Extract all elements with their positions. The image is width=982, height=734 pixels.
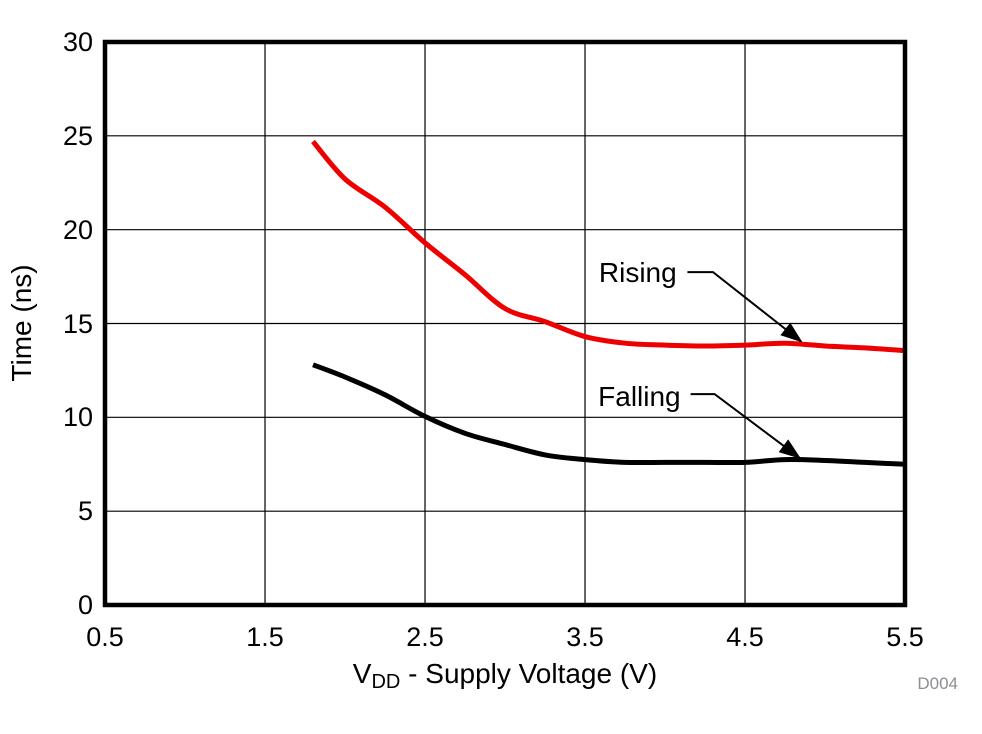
plot-frame — [102, 39, 908, 608]
x-axis-title-symbol: V — [352, 658, 372, 689]
x-tick-label: 1.5 — [246, 622, 284, 652]
figure-id-watermark: D004 — [917, 674, 958, 693]
callout-arrow-rising — [687, 271, 803, 343]
callout-arrow-falling — [690, 393, 802, 459]
y-tick-label: 5 — [77, 496, 93, 527]
x-tick-label: 3.5 — [566, 622, 604, 652]
y-tick-label: 10 — [62, 402, 93, 433]
y-tick-label: 20 — [62, 214, 93, 245]
series-line-falling — [312, 362, 906, 467]
y-tick-label: 25 — [62, 120, 93, 151]
y-tick-label: 30 — [62, 27, 93, 57]
x-tick-label: 4.5 — [726, 622, 764, 652]
series-line-rising — [311, 139, 906, 354]
y-tick-label: 0 — [77, 590, 93, 620]
x-axis-title-text: - Supply Voltage (V) — [400, 658, 658, 689]
x-axis-title: VDD - Supply Voltage (V) — [353, 658, 657, 694]
x-tick-label: 2.5 — [406, 622, 444, 652]
x-tick-label: 0.5 — [86, 622, 124, 652]
y-tick-label: 15 — [62, 308, 93, 339]
x-axis-title-subscript: DD — [371, 671, 401, 693]
callout-label-falling: Falling — [598, 380, 681, 412]
x-tick-label: 5.5 — [886, 622, 924, 652]
callout-label-rising: Rising — [598, 256, 677, 288]
